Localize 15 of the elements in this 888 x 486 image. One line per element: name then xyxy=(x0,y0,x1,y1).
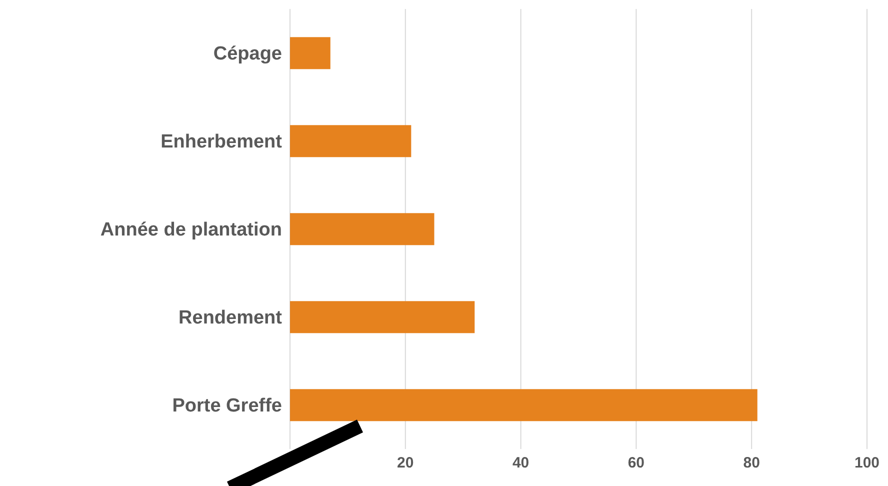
bar xyxy=(290,37,330,70)
bar xyxy=(290,125,412,158)
x-tick-label: 60 xyxy=(628,454,645,472)
x-tick-label: 100 xyxy=(854,454,880,472)
y-tick-label: Porte Greffe xyxy=(172,396,282,417)
bar xyxy=(290,301,475,334)
y-tick-label: Année de plantation xyxy=(100,220,282,241)
x-tick-label: 20 xyxy=(397,454,414,472)
y-tick-label: Enherbement xyxy=(160,132,283,153)
bar xyxy=(290,389,758,422)
x-tick-label: 80 xyxy=(743,454,760,472)
bar xyxy=(290,213,434,246)
x-tick-label: 40 xyxy=(512,454,530,472)
y-tick-label: Rendement xyxy=(178,308,283,329)
y-tick-label: Cépage xyxy=(213,44,282,65)
